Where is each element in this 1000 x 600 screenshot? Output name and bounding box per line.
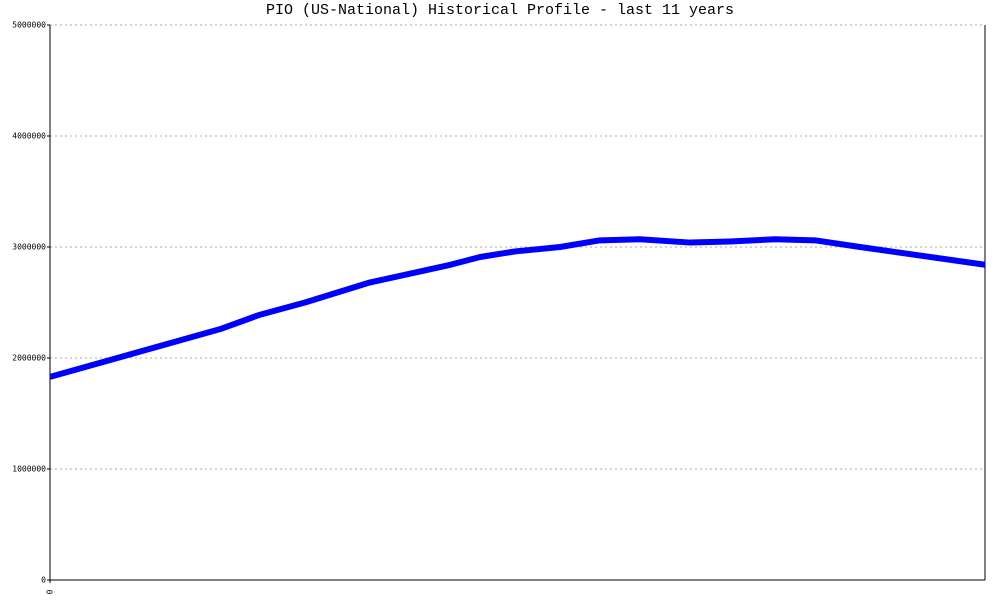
y-tick-label: 5000000 — [12, 21, 46, 30]
y-tick-label: 0 — [41, 576, 46, 585]
y-tick-label: 1000000 — [12, 465, 46, 474]
data-line — [49, 236, 986, 380]
y-tick-label: 4000000 — [12, 132, 46, 141]
y-tick-label: 2000000 — [12, 354, 46, 363]
x-tick-label: 0 — [46, 589, 55, 594]
chart-title: PIO (US-National) Historical Profile - l… — [266, 2, 734, 19]
y-tick-label: 3000000 — [12, 243, 46, 252]
